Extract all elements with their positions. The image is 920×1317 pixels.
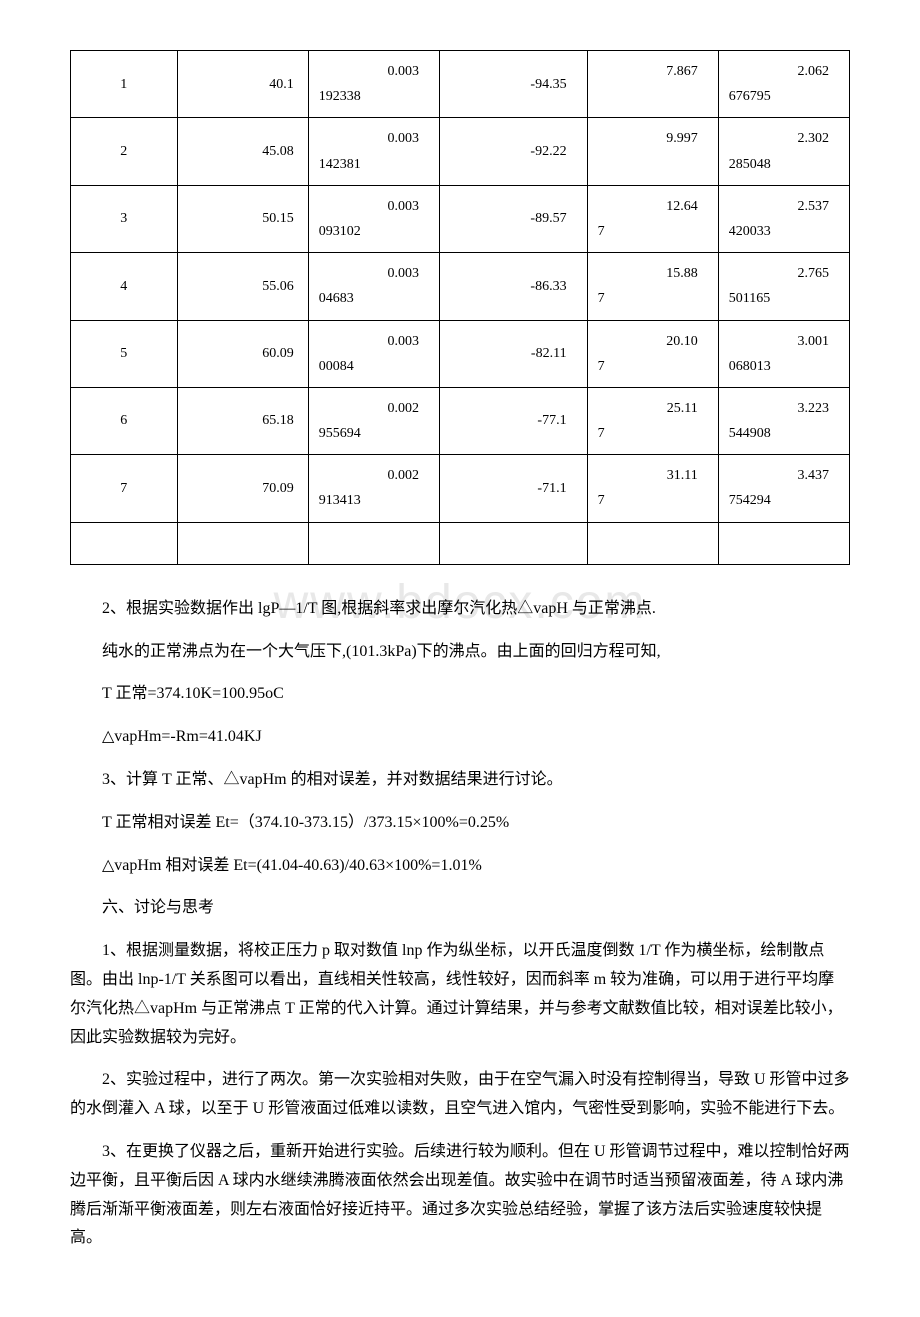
table-row: 665.180.002955694-77.125.1173.223544908	[71, 387, 850, 454]
cell-value: 31.117	[587, 455, 718, 522]
table-row-empty	[71, 522, 850, 564]
cell-value: 65.18	[177, 387, 308, 454]
cell-value: 9.997	[587, 118, 718, 185]
discussion-3: 3、在更换了仪器之后，重新开始进行实验。后续进行较为顺利。但在 U 形管调节过程…	[70, 1138, 850, 1253]
cell-value: -92.22	[439, 118, 587, 185]
cell-index: 2	[71, 118, 178, 185]
paragraph-tnormal: T 正常=374.10K=100.95oC	[70, 680, 850, 709]
cell-value: -86.33	[439, 253, 587, 320]
cell-value: 60.09	[177, 320, 308, 387]
cell-empty	[177, 522, 308, 564]
cell-index: 1	[71, 51, 178, 118]
cell-value: 12.647	[587, 185, 718, 252]
cell-value: 2.302285048	[718, 118, 849, 185]
cell-value: 0.00304683	[308, 253, 439, 320]
cell-value: 50.15	[177, 185, 308, 252]
cell-value: -89.57	[439, 185, 587, 252]
cell-value: 0.002955694	[308, 387, 439, 454]
table-row: 350.150.003093102-89.5712.6472.537420033	[71, 185, 850, 252]
table-row: 455.060.00304683-86.3315.8872.765501165	[71, 253, 850, 320]
cell-value: 0.003093102	[308, 185, 439, 252]
cell-value: 20.107	[587, 320, 718, 387]
paragraph-3: 3、计算 T 正常、△vapHm 的相对误差，并对数据结果进行讨论。	[70, 766, 850, 795]
table-row: 770.090.002913413-71.131.1173.437754294	[71, 455, 850, 522]
cell-value: 7.867	[587, 51, 718, 118]
cell-value: 0.002913413	[308, 455, 439, 522]
cell-value: 70.09	[177, 455, 308, 522]
cell-empty	[439, 522, 587, 564]
cell-value: 15.887	[587, 253, 718, 320]
heading-discussion: 六、讨论与思考	[70, 894, 850, 923]
cell-index: 7	[71, 455, 178, 522]
cell-empty	[308, 522, 439, 564]
cell-value: 2.765501165	[718, 253, 849, 320]
cell-index: 5	[71, 320, 178, 387]
cell-value: 25.117	[587, 387, 718, 454]
cell-index: 6	[71, 387, 178, 454]
table-row: 245.080.003142381-92.229.997 2.302285048	[71, 118, 850, 185]
table-row: 140.10.003192338-94.357.867 2.062676795	[71, 51, 850, 118]
cell-index: 3	[71, 185, 178, 252]
paragraph-terror: T 正常相对误差 Et=（374.10-373.15）/373.15×100%=…	[70, 809, 850, 838]
cell-value: 2.062676795	[718, 51, 849, 118]
paragraph-boiling: 纯水的正常沸点为在一个大气压下,(101.3kPa)下的沸点。由上面的回归方程可…	[70, 638, 850, 667]
cell-index: 4	[71, 253, 178, 320]
cell-value: 55.06	[177, 253, 308, 320]
data-table: 140.10.003192338-94.357.867 2.0626767952…	[70, 50, 850, 565]
cell-value: 0.00300084	[308, 320, 439, 387]
table-row: 560.090.00300084-82.1120.1073.001068013	[71, 320, 850, 387]
cell-empty	[718, 522, 849, 564]
cell-value: 2.537420033	[718, 185, 849, 252]
cell-value: -94.35	[439, 51, 587, 118]
discussion-1: 1、根据测量数据，将校正压力 p 取对数值 lnp 作为纵坐标，以开氏温度倒数 …	[70, 937, 850, 1052]
cell-value: -82.11	[439, 320, 587, 387]
cell-value: 40.1	[177, 51, 308, 118]
cell-value: -71.1	[439, 455, 587, 522]
cell-value: -77.1	[439, 387, 587, 454]
paragraph-2: 2、根据实验数据作出 lgP—1/T 图,根据斜率求出摩尔汽化热△vapH 与正…	[70, 595, 850, 624]
paragraph-vaphm: △vapHm=-Rm=41.04KJ	[70, 723, 850, 752]
cell-empty	[71, 522, 178, 564]
cell-value: 3.001068013	[718, 320, 849, 387]
paragraph-vaperror: △vapHm 相对误差 Et=(41.04-40.63)/40.63×100%=…	[70, 852, 850, 881]
cell-empty	[587, 522, 718, 564]
cell-value: 0.003192338	[308, 51, 439, 118]
cell-value: 45.08	[177, 118, 308, 185]
discussion-2: 2、实验过程中，进行了两次。第一次实验相对失败，由于在空气漏入时没有控制得当，导…	[70, 1066, 850, 1124]
cell-value: 3.437754294	[718, 455, 849, 522]
cell-value: 0.003142381	[308, 118, 439, 185]
cell-value: 3.223544908	[718, 387, 849, 454]
